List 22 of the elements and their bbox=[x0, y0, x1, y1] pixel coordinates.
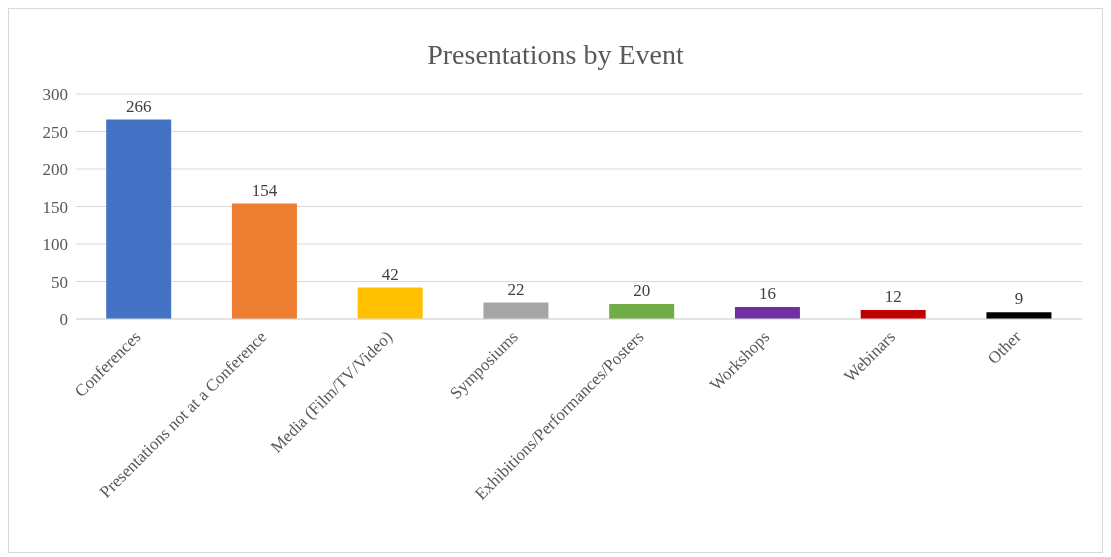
data-label: 9 bbox=[1014, 289, 1024, 309]
y-tick-label: 150 bbox=[42, 197, 68, 217]
y-tick-label: 0 bbox=[59, 310, 68, 330]
data-label: 20 bbox=[633, 281, 651, 300]
bar bbox=[734, 307, 800, 319]
bar bbox=[357, 287, 423, 319]
bar bbox=[483, 302, 549, 319]
data-label: 12 bbox=[884, 287, 902, 306]
y-tick-label: 50 bbox=[51, 272, 68, 292]
y-tick-label: 250 bbox=[42, 122, 68, 142]
y-tick-label: 300 bbox=[42, 85, 68, 105]
y-tick-label: 100 bbox=[42, 235, 68, 255]
data-label: 16 bbox=[758, 284, 776, 303]
data-label: 42 bbox=[381, 264, 399, 284]
data-label: 266 bbox=[125, 96, 152, 116]
y-tick-label: 200 bbox=[42, 160, 68, 180]
data-label: 22 bbox=[507, 279, 525, 299]
bar bbox=[231, 203, 297, 319]
bar bbox=[609, 304, 675, 319]
bar bbox=[106, 119, 172, 319]
chart-title: Presentations by Event bbox=[426, 39, 685, 71]
data-label: 154 bbox=[251, 180, 278, 200]
